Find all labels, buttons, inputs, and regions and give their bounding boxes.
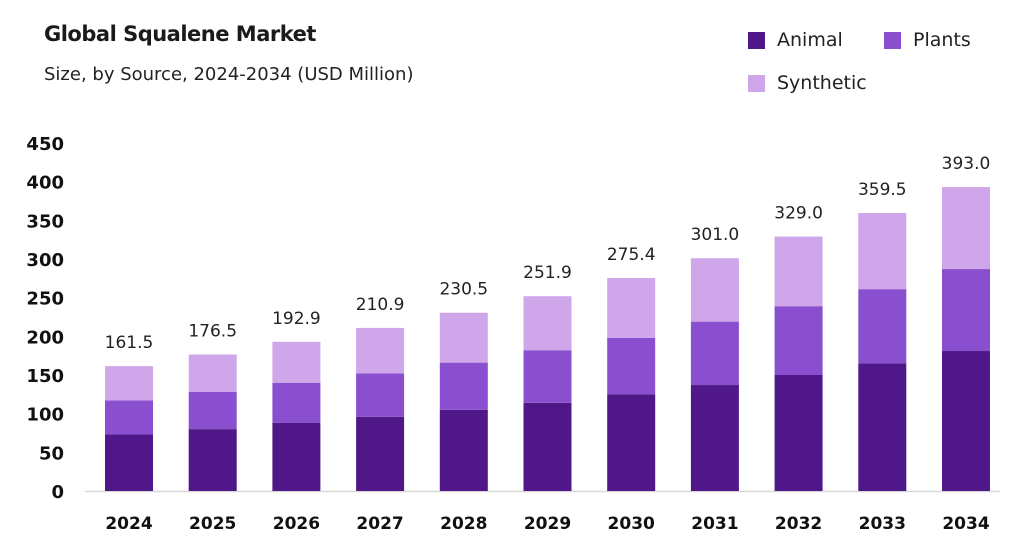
y-tick-label: 400	[26, 173, 64, 194]
bar-segment-plants	[607, 337, 656, 395]
y-tick-label: 50	[39, 443, 64, 464]
x-tick-label: 2024	[105, 514, 152, 534]
x-tick-label: 2027	[356, 514, 403, 534]
bar-segment-plants	[774, 306, 823, 375]
y-tick-label: 250	[26, 289, 64, 310]
bar-segment-synthetic	[690, 258, 739, 322]
legend-label: Synthetic	[777, 72, 867, 94]
bar-segment-animal	[690, 385, 739, 491]
bar-segment-synthetic	[105, 366, 153, 401]
x-tick-label: 2028	[440, 514, 487, 534]
data-label-total: 329.0	[774, 204, 823, 224]
y-tick-label: 100	[26, 405, 64, 426]
x-tick-label: 2031	[691, 514, 738, 534]
bar-segment-synthetic	[272, 341, 321, 383]
data-label-total: 210.9	[356, 295, 405, 315]
legend-swatch-animal	[748, 31, 765, 49]
bar-segment-synthetic	[523, 296, 572, 351]
data-label-total: 192.9	[272, 309, 321, 329]
bar-segment-plants	[272, 382, 321, 423]
data-label-total: 275.4	[607, 245, 656, 265]
bar-segment-plants	[105, 400, 153, 435]
bar-segment-plants	[356, 373, 405, 417]
bar-segment-animal	[439, 409, 488, 491]
y-tick-label: 0	[51, 482, 64, 503]
bar-segment-synthetic	[774, 236, 823, 307]
bar-segment-animal	[858, 363, 907, 491]
legend-swatch-synthetic	[748, 74, 765, 92]
chart-subtitle: Size, by Source, 2024-2034 (USD Million)	[44, 64, 414, 85]
y-tick-label: 300	[26, 250, 64, 271]
data-label-total: 251.9	[523, 263, 572, 283]
y-tick-label: 450	[26, 134, 64, 155]
bar-segment-synthetic	[607, 278, 656, 338]
legend-item-synthetic: Synthetic	[748, 72, 867, 94]
data-label-total: 176.5	[188, 322, 237, 342]
bar-segment-animal	[774, 375, 823, 491]
x-tick-label: 2026	[273, 514, 320, 534]
legend-item-plants: Plants	[884, 29, 971, 51]
x-tick-label: 2025	[189, 514, 236, 534]
bar-segment-synthetic	[439, 312, 488, 363]
legend-label: Animal	[777, 29, 843, 51]
bar-segment-plants	[523, 350, 572, 403]
x-tick-label: 2030	[608, 514, 655, 534]
bar-segment-animal	[272, 422, 321, 491]
y-tick-label: 350	[26, 211, 64, 232]
data-label-total: 359.5	[858, 180, 907, 200]
data-label-total: 393.0	[942, 154, 991, 174]
bar-segment-synthetic	[356, 327, 405, 374]
bar-segment-animal	[105, 434, 153, 491]
data-label-total: 230.5	[439, 280, 488, 300]
bar-segment-synthetic	[942, 187, 990, 270]
bar-segment-synthetic	[188, 354, 237, 393]
x-tick-label: 2029	[524, 514, 571, 534]
bar-segment-plants	[439, 362, 488, 410]
bar-segment-plants	[858, 289, 907, 364]
bar-segment-plants	[188, 392, 237, 430]
x-tick-label: 2034	[942, 514, 989, 534]
bar-segment-animal	[523, 402, 572, 491]
bar-segment-animal	[942, 351, 990, 491]
data-label-total: 301.0	[691, 225, 740, 245]
legend-label: Plants	[913, 29, 971, 51]
bar-segment-plants	[690, 321, 739, 386]
bar-segment-animal	[607, 394, 656, 491]
data-label-total: 161.5	[105, 333, 154, 353]
bar-segment-synthetic	[858, 212, 907, 290]
y-tick-label: 150	[26, 366, 64, 387]
chart-title: Global Squalene Market	[44, 22, 316, 46]
bar-segment-animal	[188, 429, 237, 491]
bar-segment-animal	[356, 416, 405, 491]
y-tick-label: 200	[26, 327, 64, 348]
legend-swatch-plants	[884, 31, 901, 49]
x-tick-label: 2032	[775, 514, 822, 534]
legend-item-animal: Animal	[748, 29, 843, 51]
x-tick-label: 2033	[859, 514, 906, 534]
bar-segment-plants	[942, 269, 990, 352]
